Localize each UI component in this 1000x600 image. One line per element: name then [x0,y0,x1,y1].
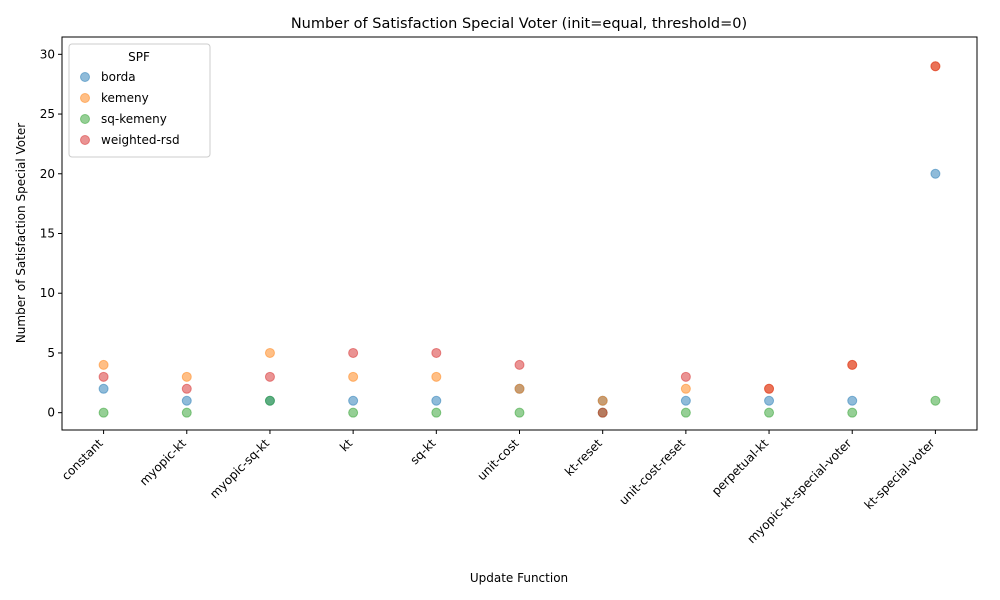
legend-label: borda [101,70,136,84]
data-point [930,168,941,179]
legend-item-weighted-rsd: weighted-rsd [80,133,180,147]
data-point [264,347,275,358]
data-point [264,371,275,382]
x-tick-label: sq-kt [407,436,438,467]
data-point [431,407,442,418]
x-tick-label: kt [337,436,355,454]
data-point [597,395,608,406]
data-point [98,371,109,382]
data-point [514,407,525,418]
legend-label: sq-kemeny [101,112,167,126]
legend-box [68,43,211,158]
data-points [98,61,941,418]
data-point [930,61,941,72]
legend-label: kemeny [101,91,149,105]
data-point [431,347,442,358]
legend-marker [80,114,90,124]
legend-label: weighted-rsd [101,133,180,147]
data-point [181,383,192,394]
legend-item-sq-kemeny: sq-kemeny [80,112,167,126]
data-point [764,383,775,394]
x-tick-label: unit-cost-reset [616,436,688,508]
legend-marker [80,135,90,145]
data-point [431,395,442,406]
data-point [348,347,359,358]
y-tick-label: 5 [47,346,55,360]
data-point [764,407,775,418]
data-point [181,407,192,418]
data-point [98,359,109,370]
data-point [514,359,525,370]
data-point [348,395,359,406]
x-tick-label: kt-reset [562,436,605,479]
y-axis: 0 5 10 15 20 25 30 [40,47,62,420]
x-tick-label: kt-special-voter [862,436,938,512]
data-point [514,383,525,394]
x-tick-label: constant [59,436,106,483]
legend-marker [80,93,90,103]
legend-item-kemeny: kemeny [80,91,149,105]
y-tick-label: 15 [40,227,55,241]
data-point [764,395,775,406]
data-point [847,359,858,370]
legend-marker [80,72,90,82]
data-point [264,395,275,406]
series-kemeny [98,61,941,406]
y-tick-label: 30 [40,47,55,61]
data-point [181,395,192,406]
chart-title: Number of Satisfaction Special Voter (in… [291,16,747,32]
y-axis-label: Number of Satisfaction Special Voter [14,123,28,343]
data-point [680,407,691,418]
x-tick-label: myopic-kt [137,436,189,488]
data-point [847,395,858,406]
data-point [847,407,858,418]
data-point [98,407,109,418]
x-tick-label: unit-cost [475,436,522,483]
data-point [680,383,691,394]
x-tick-label: perpetual-kt [709,436,771,498]
y-tick-label: 25 [40,107,55,121]
data-point [680,395,691,406]
y-tick-label: 0 [47,406,55,420]
data-point [930,395,941,406]
data-point [431,371,442,382]
data-point [597,407,608,418]
x-tick-label: myopic-sq-kt [207,436,272,501]
x-axis-label: Update Function [470,571,568,585]
legend: SPF borda kemeny sq-kemeny weighted-rsd [68,43,211,158]
data-point [348,371,359,382]
x-axis: constant myopic-kt myopic-sq-kt kt sq-kt unit… [59,430,938,546]
legend-title: SPF [128,50,150,64]
series-weighted-rsd [98,61,941,418]
series-sq-kemeny [98,395,941,418]
data-point [680,371,691,382]
data-point [181,371,192,382]
data-point [348,407,359,418]
y-tick-label: 10 [40,286,55,300]
legend-item-borda: borda [80,70,136,84]
data-point [98,383,109,394]
y-tick-label: 20 [40,167,55,181]
